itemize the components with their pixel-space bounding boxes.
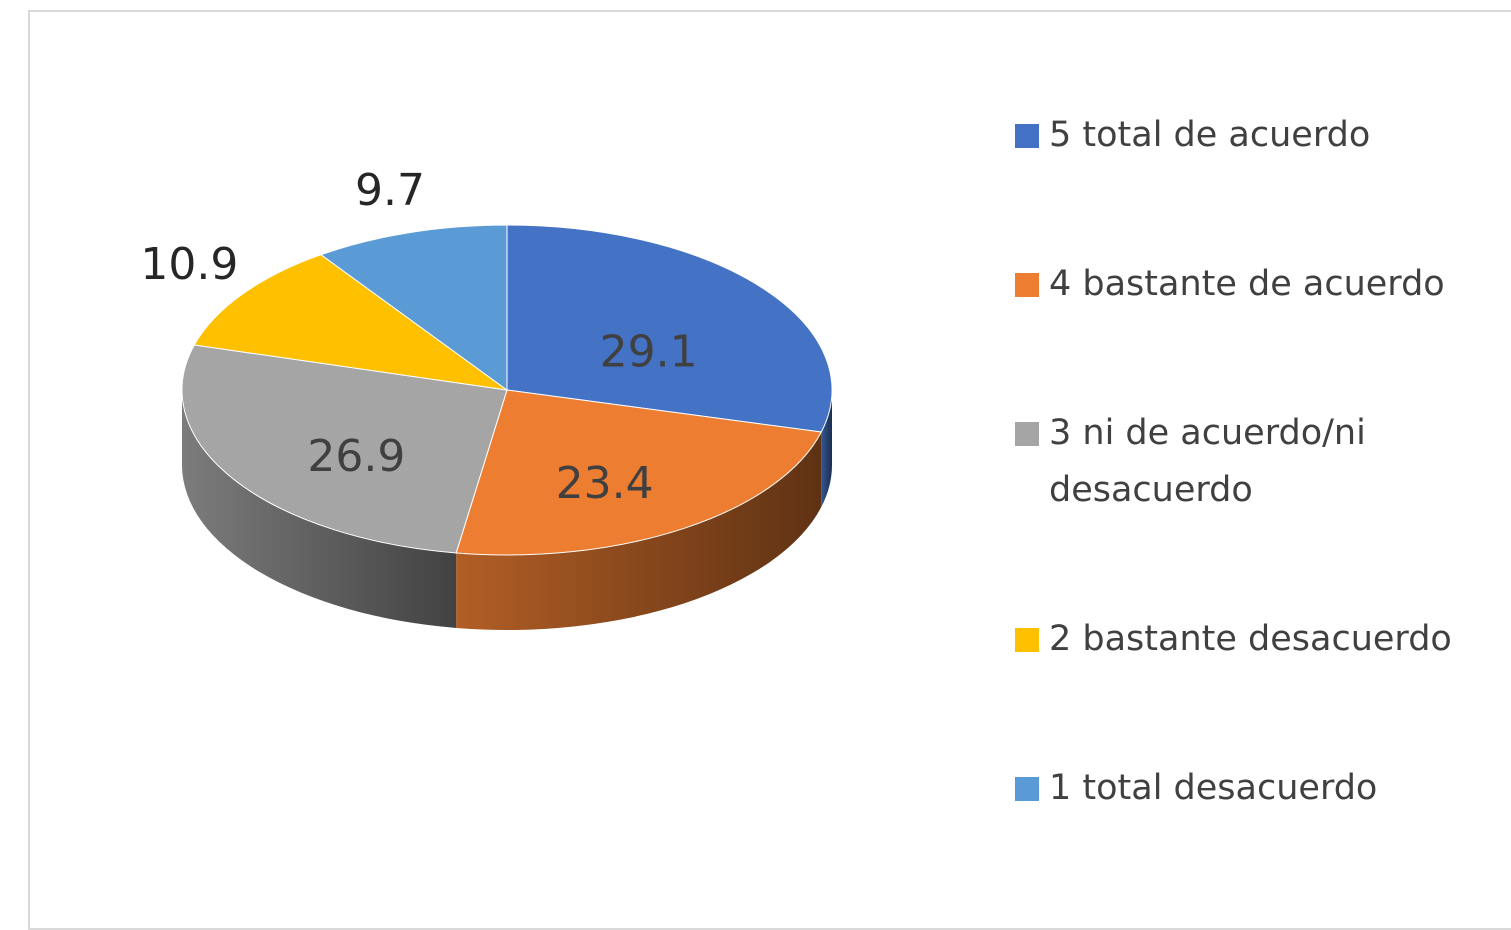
slice-side [182,390,457,628]
slice [193,254,508,391]
page: {"chart_data": {"type": "pie", "categori… [28,10,1511,930]
slice-side [456,432,822,630]
legend-swatch [1015,124,1039,148]
data-label: 26.9 [307,431,405,482]
legend-swatch [1015,628,1039,652]
legend-item: 2 bastante desacuerdo [1015,611,1485,668]
legend-label: 2 bastante desacuerdo [1049,619,1452,659]
slice [319,224,508,391]
legend-item: 3 ni de acuerdo/ni desacuerdo [1015,405,1485,519]
legend-item: 1 total desacuerdo [1015,760,1485,817]
legend-item: 5 total de acuerdo [1015,107,1485,164]
legend-swatch [1015,273,1039,297]
data-label: 23.4 [556,458,654,509]
data-label: 29.1 [600,327,698,378]
slice [455,389,823,556]
legend-label: 5 total de acuerdo [1049,115,1371,155]
slice [506,224,833,433]
slice-side [821,390,833,508]
chart: 29.1 23.4 26.9 10.9 9.7 [140,165,833,630]
data-label: 9.7 [355,165,425,216]
legend-label: 1 total desacuerdo [1049,768,1378,808]
legend-label: 3 ni de acuerdo/ni desacuerdo [1049,413,1366,510]
legend: 5 total de acuerdo 4 bastante de acuerdo 3… [1015,107,1485,817]
legend-item: 4 bastante de acuerdo [1015,256,1485,313]
slice [181,344,508,554]
legend-swatch [1015,777,1039,801]
data-label: 10.9 [140,239,238,290]
legend-label: 4 bastante de acuerdo [1049,264,1445,304]
legend-swatch [1015,422,1039,446]
